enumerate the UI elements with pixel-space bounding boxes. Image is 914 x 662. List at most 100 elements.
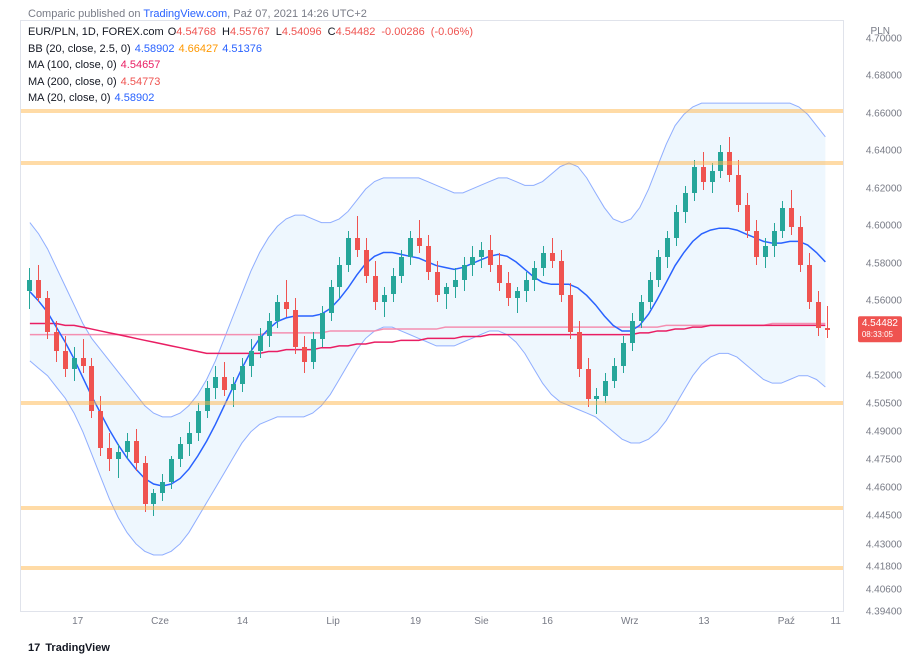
candle[interactable] (727, 137, 732, 182)
candle[interactable] (506, 272, 511, 306)
candle[interactable] (577, 321, 582, 377)
candle[interactable] (143, 456, 148, 512)
candle[interactable] (479, 242, 484, 268)
candle[interactable] (559, 250, 564, 302)
candle[interactable] (302, 336, 307, 373)
candle[interactable] (54, 321, 59, 362)
candle[interactable] (674, 205, 679, 246)
candle[interactable] (417, 220, 422, 254)
candle[interactable] (550, 238, 555, 268)
candle[interactable] (134, 429, 139, 470)
candle[interactable] (240, 358, 245, 392)
candle[interactable] (151, 489, 156, 515)
candle[interactable] (444, 283, 449, 309)
candle[interactable] (532, 261, 537, 291)
candle[interactable] (408, 231, 413, 265)
x-tick: Lip (326, 616, 339, 627)
candle[interactable] (780, 201, 785, 238)
candle[interactable] (178, 437, 183, 467)
candle[interactable] (27, 268, 32, 309)
candle[interactable] (763, 238, 768, 268)
candle[interactable] (586, 358, 591, 407)
candle[interactable] (488, 235, 493, 272)
candle[interactable] (205, 381, 210, 418)
candle[interactable] (524, 272, 529, 302)
candle[interactable] (639, 295, 644, 329)
candle[interactable] (89, 358, 94, 418)
candle[interactable] (213, 366, 218, 400)
candle[interactable] (169, 456, 174, 490)
candle[interactable] (772, 223, 777, 257)
candle[interactable] (745, 193, 750, 238)
site-link[interactable]: TradingView.com (143, 8, 227, 20)
candle[interactable] (160, 474, 165, 500)
candle[interactable] (807, 253, 812, 309)
candle[interactable] (470, 246, 475, 276)
candle[interactable] (267, 313, 272, 347)
candle[interactable] (284, 280, 289, 317)
support-resistance-line[interactable] (21, 566, 843, 570)
candle[interactable] (621, 336, 626, 373)
candle[interactable] (275, 295, 280, 329)
candle[interactable] (630, 313, 635, 350)
candle[interactable] (603, 373, 608, 403)
candle[interactable] (541, 246, 546, 276)
candle[interactable] (789, 190, 794, 235)
candle[interactable] (701, 152, 706, 189)
candle[interactable] (329, 280, 334, 321)
candle[interactable] (825, 306, 830, 338)
candle[interactable] (258, 328, 263, 358)
candle[interactable] (311, 332, 316, 369)
candle[interactable] (453, 268, 458, 298)
support-resistance-line[interactable] (21, 109, 843, 113)
y-tick: 4.39400 (866, 607, 902, 618)
candle[interactable] (648, 272, 653, 309)
candle[interactable] (373, 261, 378, 310)
candle[interactable] (355, 216, 360, 257)
x-axis[interactable]: 17Cze14Lip19Sie16Wrz13Paź11 (20, 614, 844, 632)
candle[interactable] (320, 306, 325, 347)
support-resistance-line[interactable] (21, 506, 843, 510)
candle[interactable] (382, 287, 387, 317)
candle[interactable] (426, 235, 431, 280)
candle[interactable] (107, 433, 112, 470)
candle[interactable] (81, 339, 86, 373)
candle[interactable] (391, 268, 396, 302)
candle[interactable] (462, 257, 467, 291)
candle[interactable] (515, 287, 520, 313)
candle[interactable] (293, 298, 298, 354)
candle[interactable] (222, 362, 227, 396)
candle[interactable] (187, 422, 192, 456)
candle[interactable] (612, 358, 617, 388)
support-resistance-line[interactable] (21, 161, 843, 165)
candle[interactable] (63, 336, 68, 377)
y-axis[interactable]: PLN 4.700004.680004.660004.640004.620004… (850, 20, 906, 612)
candle[interactable] (816, 291, 821, 336)
candle[interactable] (683, 186, 688, 223)
candle[interactable] (72, 347, 77, 381)
candle[interactable] (736, 160, 741, 212)
tradingview-logo[interactable]: 17 TradingView (28, 642, 110, 654)
candle[interactable] (116, 444, 121, 478)
candle[interactable] (435, 261, 440, 302)
candle[interactable] (346, 231, 351, 272)
chart-area[interactable] (20, 20, 844, 612)
candle[interactable] (337, 257, 342, 298)
candle[interactable] (754, 220, 759, 265)
support-resistance-line[interactable] (21, 401, 843, 405)
candle[interactable] (497, 253, 502, 290)
candle[interactable] (692, 160, 697, 201)
x-tick: 19 (410, 616, 421, 627)
candle[interactable] (710, 163, 715, 193)
candle[interactable] (798, 216, 803, 272)
candle[interactable] (125, 433, 130, 459)
candle[interactable] (364, 238, 369, 283)
candle[interactable] (36, 265, 41, 302)
candle[interactable] (45, 291, 50, 340)
candle[interactable] (196, 403, 201, 440)
candle[interactable] (568, 283, 573, 339)
candle[interactable] (249, 339, 254, 376)
candle[interactable] (399, 250, 404, 284)
candle[interactable] (665, 231, 670, 268)
candle[interactable] (656, 250, 661, 287)
